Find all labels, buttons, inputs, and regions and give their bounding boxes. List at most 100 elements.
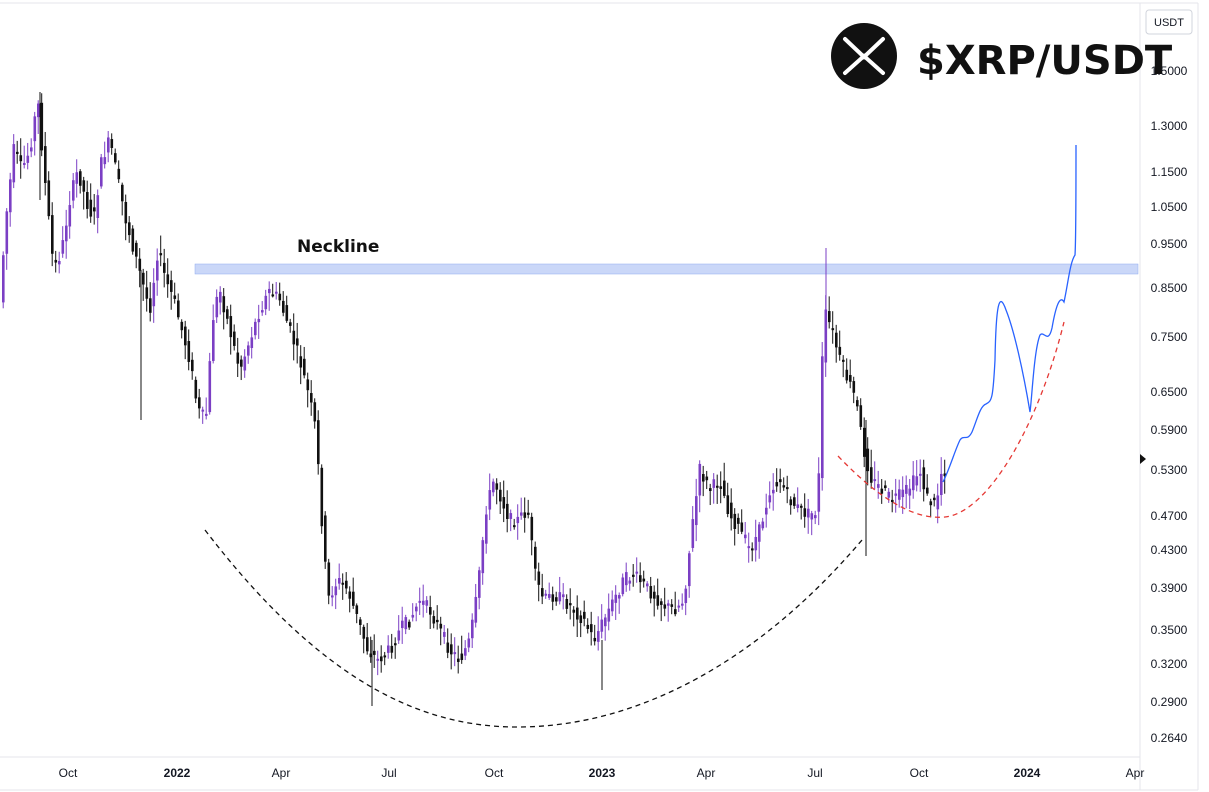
candle-body [943,473,947,477]
candle-body [870,467,873,483]
candle-body [191,359,194,372]
projection-path [942,144,1077,483]
candle-body [275,291,278,294]
candle-body [86,192,89,209]
candle-body [75,172,79,184]
candle-body [803,508,807,517]
candle-body [30,147,33,152]
candle-body [912,475,915,491]
candle-body [313,402,317,422]
candle-body [457,658,460,662]
candle-body [709,488,712,492]
time-tick-label: Oct [59,766,78,780]
candle-body [936,495,940,510]
candle-body [495,483,499,490]
candle-body [72,180,75,201]
currency-unit-label: USDT [1154,17,1184,29]
candle-body [436,619,439,623]
candle-body [604,617,607,627]
neckline-band [194,263,1139,275]
time-tick-label: Apr [697,766,716,780]
time-tick-label: Apr [1126,766,1145,780]
candle-body [5,211,9,254]
candle-body [173,295,177,299]
candle-body [376,658,380,661]
candle-body [628,580,632,584]
candle-body [338,578,341,584]
candle-body [369,653,373,658]
candle-body [551,594,555,602]
candle-body [103,157,107,165]
price-tick-label: 1.0500 [1151,200,1188,214]
candle-body [306,379,310,391]
candle-body [58,260,61,265]
candle-body [303,358,306,376]
candle-body [856,400,859,407]
candle-body [492,481,495,493]
candle-body [845,369,849,381]
candle-body [124,201,128,224]
candle-body [719,486,723,489]
candle-body [219,291,222,303]
candlestick-series [2,92,947,706]
candle-body [488,490,492,510]
chart-title: $XRP/USDT [917,38,1173,84]
candle-body [373,650,376,655]
candle-body [684,588,688,604]
candle-body [793,497,796,506]
candle-body [324,515,327,562]
candle-body [222,296,226,313]
price-tick-label: 1.1500 [1151,165,1188,179]
candle-body [96,195,100,218]
candle-body [481,540,485,574]
candle-body [383,655,387,658]
candle-body [128,222,131,236]
candle-body [499,489,502,502]
candle-body [166,274,170,285]
candle-body [807,508,810,518]
candle-body [926,487,929,494]
candle-body [600,619,604,632]
currency-unit-box[interactable] [1145,9,1193,35]
candle-body [810,513,814,520]
candle-body [68,205,72,227]
candle-body [597,631,600,642]
candle-body [16,151,19,154]
candle-body [359,619,362,625]
candle-body [212,320,215,361]
cup-curve [204,529,863,728]
candle-body [145,287,149,299]
candle-body [397,630,401,641]
candle-body [922,467,926,490]
neckline-label: Neckline [297,237,379,257]
candle-body [779,479,782,483]
candle-body [558,592,562,602]
candle-body [177,300,180,318]
candle-body [425,600,429,606]
candle-body [723,480,726,496]
candle-body [89,199,93,217]
candle-body [933,497,936,501]
candle-body [327,562,331,596]
candle-body [264,295,268,310]
candle-body [268,288,271,294]
candle-body [51,215,54,254]
candle-body [569,603,572,606]
candle-body [170,280,173,292]
candle-body [541,588,544,597]
candle-body [254,321,257,336]
price-tick-label: 1.3000 [1151,119,1188,133]
candle-body [163,262,166,273]
candle-body [513,525,516,528]
candle-body [390,645,394,653]
candle-body [149,298,152,313]
price-tick-label: 0.3900 [1151,581,1188,595]
candle-body [12,144,16,183]
candle-body [782,485,786,488]
candle-body [908,488,912,496]
candle-body [317,420,320,465]
candle-body [828,311,831,323]
candle-body [887,491,891,498]
candle-body [765,507,768,515]
